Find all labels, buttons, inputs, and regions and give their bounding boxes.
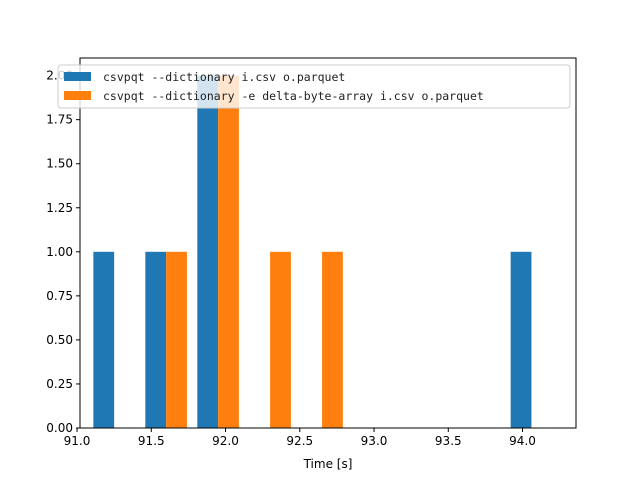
y-tick-label: 1.50 (46, 157, 73, 171)
x-tick-label: 93.0 (361, 434, 388, 448)
y-tick-label: 0.75 (46, 289, 73, 303)
x-tick-label: 91.0 (64, 434, 91, 448)
x-axis-ticks: 91.0 91.5 92.0 92.5 93.0 93.5 94.0 (64, 428, 536, 448)
y-tick-label: 0.00 (46, 421, 73, 435)
bar-series-2-2 (218, 75, 239, 428)
legend-swatch-1 (64, 72, 91, 81)
legend-swatch-2 (64, 91, 91, 100)
plot-area-frame (79, 57, 577, 429)
bar-series-2-4 (322, 251, 343, 428)
bars-group (93, 75, 532, 428)
bar-series-2-3 (270, 251, 291, 428)
bar-series-1-4 (510, 251, 532, 428)
bar-series-1-1 (93, 251, 115, 428)
legend-label-2: csvpqt --dictionary -e delta-byte-array … (103, 89, 484, 103)
y-tick-label: 1.00 (46, 245, 73, 259)
y-tick-label: 1.75 (46, 113, 73, 127)
legend-label-1: csvpqt --dictionary i.csv o.parquet (103, 70, 345, 84)
x-axis-label: Time [s] (303, 457, 353, 471)
x-tick-label: 92.0 (212, 434, 239, 448)
x-tick-label: 92.5 (286, 434, 313, 448)
y-tick-label: 0.50 (46, 333, 73, 347)
x-tick-label: 91.5 (138, 434, 165, 448)
x-tick-label: 94.0 (509, 434, 536, 448)
y-tick-label: 0.25 (46, 377, 73, 391)
bar-series-1-2 (145, 251, 167, 428)
y-tick-label: 1.25 (46, 201, 73, 215)
legend-box (57, 64, 571, 109)
bar-series-1-3 (197, 75, 219, 428)
bar-series-2-1 (166, 251, 187, 428)
legend: csvpqt --dictionary i.csv o.parquet csvpq… (57, 64, 571, 109)
x-tick-label: 93.5 (435, 434, 462, 448)
